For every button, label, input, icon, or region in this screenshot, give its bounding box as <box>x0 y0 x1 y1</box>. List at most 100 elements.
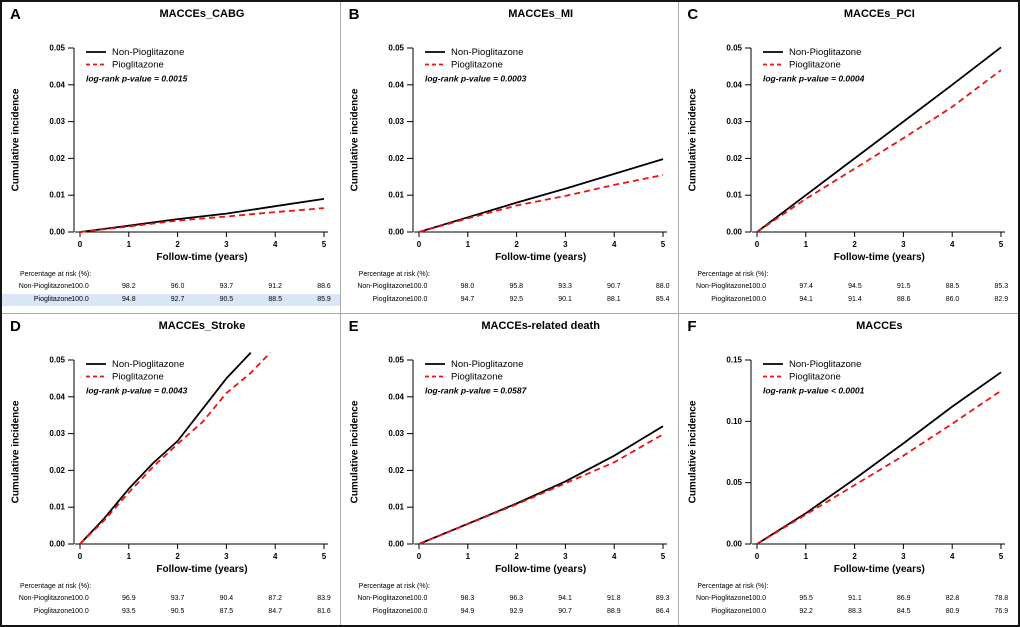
risk-row-pioglitazone: Pioglitazone 100.0 94.8 92.7 90.5 88.5 85.9 <box>2 294 340 306</box>
svg-text:0.02: 0.02 <box>727 154 743 163</box>
svg-text:1: 1 <box>804 552 809 561</box>
risk-table-header: Percentage at risk (%): <box>358 582 430 590</box>
risk-row-values: 100.0 98.0 95.8 93.3 90.7 88.0 <box>409 283 670 290</box>
svg-text:4: 4 <box>612 552 617 561</box>
risk-row-label: Pioglitazone <box>372 607 411 615</box>
x-axis-label: Follow-time (years) <box>495 252 587 263</box>
svg-text:1: 1 <box>465 552 470 561</box>
risk-row-non-pioglitazone: Non-Pioglitazone 100.0 98.2 96.0 93.7 91.2 88… <box>2 281 340 293</box>
svg-text:0.03: 0.03 <box>727 117 743 126</box>
km-plot: 0 1 2 3 4 5 0.00 0.01 0.02 0.03 0.04 0.05 Non-Piogli… <box>49 351 328 561</box>
svg-text:5: 5 <box>322 240 327 249</box>
svg-text:log-rank p-value = 0.0015: log-rank p-value = 0.0015 <box>86 74 188 84</box>
risk-row-label: Non-Pioglitazone <box>696 594 750 602</box>
svg-text:0.04: 0.04 <box>49 80 65 89</box>
risk-table: Percentage at risk (%): Non-Pioglitazone… <box>2 582 340 626</box>
svg-text:3: 3 <box>224 240 229 249</box>
svg-text:Non-Pioglitazone: Non-Pioglitazone <box>112 47 184 58</box>
svg-text:Pioglitazone: Pioglitazone <box>112 371 164 382</box>
svg-text:0.00: 0.00 <box>727 539 743 548</box>
svg-text:0.03: 0.03 <box>49 117 65 126</box>
svg-text:0.05: 0.05 <box>727 478 743 487</box>
panel-title: MACCEs_Stroke <box>158 319 246 332</box>
svg-text:0.04: 0.04 <box>49 392 65 401</box>
panel-f: F MACCEs Cumulative incidence 0 1 2 3 4 5 0.00… <box>679 313 1018 625</box>
risk-row-pioglitazone: Pioglitazone 100.0 93.5 90.5 87.5 84.7 81.6 <box>2 606 340 618</box>
svg-text:Non-Pioglitazone: Non-Pioglitazone <box>451 47 523 58</box>
svg-text:1: 1 <box>804 240 809 249</box>
risk-row-label: Pioglitazone <box>711 296 750 303</box>
svg-text:1: 1 <box>127 240 132 249</box>
svg-text:0.01: 0.01 <box>727 191 743 200</box>
risk-table-header: Percentage at risk (%): <box>20 271 92 278</box>
svg-text:Non-Pioglitazone: Non-Pioglitazone <box>789 359 861 370</box>
svg-text:4: 4 <box>950 240 955 249</box>
svg-text:0.04: 0.04 <box>388 80 404 89</box>
svg-text:5: 5 <box>660 240 665 249</box>
risk-row-non-pioglitazone: Non-Pioglitazone 100.0 98.0 95.8 93.3 90.7 88… <box>341 281 679 293</box>
km-plot: 0 1 2 3 4 5 0.00 0.01 0.02 0.03 0.04 0.05 Non-Piogli… <box>49 44 328 249</box>
svg-text:0.01: 0.01 <box>388 502 404 511</box>
risk-row-label: Non-Pioglitazone <box>696 283 750 290</box>
risk-row-values: 100.0 92.2 88.3 84.5 80.9 76.9 <box>748 607 1009 615</box>
svg-text:0.00: 0.00 <box>388 539 404 548</box>
risk-row-label: Pioglitazone <box>33 296 72 303</box>
x-axis-label: Follow-time (years) <box>156 563 248 575</box>
svg-text:1: 1 <box>465 240 470 249</box>
panel-e: E MACCEs-related death Cumulative incide… <box>340 313 680 626</box>
svg-text:5: 5 <box>999 552 1004 561</box>
svg-text:log-rank p-value < 0.0001: log-rank p-value < 0.0001 <box>763 385 865 395</box>
svg-text:3: 3 <box>563 240 568 249</box>
svg-text:3: 3 <box>902 240 907 249</box>
risk-table-header: Percentage at risk (%): <box>20 582 92 590</box>
panel-title: MACCEs_PCI <box>843 8 915 20</box>
svg-text:log-rank p-value = 0.0003: log-rank p-value = 0.0003 <box>425 74 527 84</box>
risk-row-label: Non-Pioglitazone <box>18 594 72 602</box>
x-axis-label: Follow-time (years) <box>833 563 925 575</box>
risk-row-non-pioglitazone: Non-Pioglitazone 100.0 95.5 91.1 86.9 82.8 78… <box>679 593 1018 605</box>
risk-table: Percentage at risk (%): Non-Pioglitazone… <box>341 270 679 313</box>
svg-text:Pioglitazone: Pioglitazone <box>789 371 841 382</box>
risk-row-non-pioglitazone: Non-Pioglitazone 100.0 98.3 96.3 94.1 91.8 89… <box>341 593 679 605</box>
svg-text:2: 2 <box>853 240 858 249</box>
risk-row-label: Pioglitazone <box>711 607 750 615</box>
svg-text:0: 0 <box>755 240 760 249</box>
svg-text:0.02: 0.02 <box>49 465 65 474</box>
panel-letter: F <box>687 317 697 335</box>
risk-row-pioglitazone: Pioglitazone 100.0 94.9 92.9 90.7 88.9 86.4 <box>341 606 679 618</box>
risk-row-values: 100.0 98.2 96.0 93.7 91.2 88.6 <box>71 283 331 290</box>
svg-text:2: 2 <box>853 552 858 561</box>
risk-row-values: 100.0 94.1 91.4 88.6 86.0 82.9 <box>748 296 1009 303</box>
risk-row-values: 100.0 94.9 92.9 90.7 88.9 86.4 <box>409 607 670 615</box>
svg-text:3: 3 <box>224 552 229 561</box>
risk-row-values: 100.0 93.5 90.5 87.5 84.7 81.6 <box>71 607 331 615</box>
risk-row-pioglitazone: Pioglitazone 100.0 94.1 91.4 88.6 86.0 82.9 <box>679 294 1018 306</box>
svg-text:Pioglitazone: Pioglitazone <box>451 60 503 71</box>
svg-text:0.10: 0.10 <box>727 416 743 425</box>
svg-text:1: 1 <box>127 552 132 561</box>
x-axis-label: Follow-time (years) <box>495 563 587 575</box>
risk-table: Percentage at risk (%): Non-Pioglitazone… <box>341 582 679 626</box>
km-plot: 0 1 2 3 4 5 0.00 0.05 0.10 0.15 Non-PioglitazonePi… <box>727 355 1006 561</box>
risk-row-pioglitazone: Pioglitazone 100.0 92.2 88.3 84.5 80.9 76.9 <box>679 606 1018 618</box>
svg-text:0.02: 0.02 <box>49 154 65 163</box>
panel-title: MACCEs-related death <box>481 319 600 332</box>
risk-row-label: Non-Pioglitazone <box>18 283 72 290</box>
svg-text:4: 4 <box>612 240 617 249</box>
risk-row-non-pioglitazone: Non-Pioglitazone 100.0 96.9 93.7 90.4 87.2 83… <box>2 593 340 605</box>
panel-title: MACCEs_CABG <box>159 8 245 20</box>
risk-row-label: Pioglitazone <box>372 296 411 303</box>
svg-text:5: 5 <box>999 240 1004 249</box>
svg-text:Pioglitazone: Pioglitazone <box>112 60 164 71</box>
svg-text:2: 2 <box>175 240 180 249</box>
svg-text:4: 4 <box>950 552 955 561</box>
svg-text:5: 5 <box>322 552 327 561</box>
svg-text:0.03: 0.03 <box>388 429 404 438</box>
svg-text:0.04: 0.04 <box>727 80 743 89</box>
panel-letter: C <box>687 6 699 23</box>
risk-row-values: 100.0 94.8 92.7 90.5 88.5 85.9 <box>71 296 331 303</box>
